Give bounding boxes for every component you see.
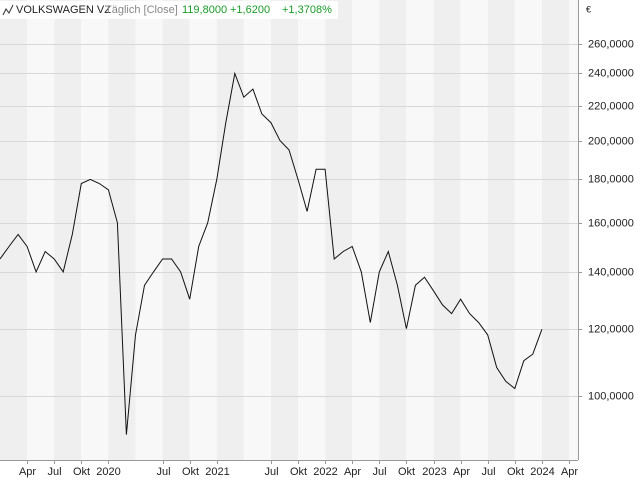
band: [541, 0, 569, 460]
band: [189, 0, 217, 460]
x-tick-label: Okt: [73, 466, 90, 478]
x-tick-label: Apr: [561, 466, 578, 478]
header-background: [0, 1, 338, 19]
x-tick-label: Jul: [481, 466, 495, 478]
grid: [0, 44, 578, 397]
y-tick-label: 140,0000: [588, 266, 634, 278]
band: [568, 0, 578, 460]
x-tick-label: Okt: [398, 466, 415, 478]
y-tick-label: 240,0000: [588, 67, 634, 79]
band: [108, 0, 136, 460]
chart-title: VOLKSWAGEN VZ: [16, 4, 111, 16]
x-tick-label: Jul: [372, 466, 386, 478]
band: [325, 0, 353, 460]
x-tick-label: Jul: [156, 466, 170, 478]
unit: €: [586, 4, 591, 14]
change-percent: +1,3708%: [282, 4, 332, 16]
band: [216, 0, 244, 460]
x-tick-label: Apr: [19, 466, 36, 478]
band: [379, 0, 407, 460]
y-tick-label: 220,0000: [588, 100, 634, 112]
x-tick-label: Okt: [507, 466, 524, 478]
band: [487, 0, 515, 460]
x-tick-label: Jul: [264, 466, 278, 478]
chart-subtitle: Täglich [Close]: [105, 4, 178, 16]
band: [352, 0, 380, 460]
x-tick-label: 2024: [530, 466, 554, 478]
band: [135, 0, 163, 460]
band: [27, 0, 55, 460]
x-tick-label: Okt: [182, 466, 199, 478]
background: [0, 0, 578, 460]
price-line: [0, 71, 543, 435]
x-tick-label: Jul: [47, 466, 61, 478]
band: [270, 0, 299, 460]
band: [514, 0, 542, 460]
band: [406, 0, 434, 460]
line-icon: [2, 4, 14, 16]
band: [243, 0, 271, 460]
band: [81, 0, 109, 460]
band: [162, 0, 190, 460]
x-tick-label: Apr: [453, 466, 470, 478]
y-tick-label: 260,0000: [588, 38, 634, 50]
change: +1,6200: [230, 4, 270, 16]
band: [433, 0, 461, 460]
x-tick-label: Okt: [290, 466, 307, 478]
last-value: 119,8000: [182, 4, 227, 16]
x-tick-label: 2023: [422, 466, 446, 478]
plot: [0, 71, 543, 435]
x-tick-label: 2021: [205, 466, 229, 478]
x-tick-label: Apr: [344, 466, 361, 478]
x-tick-label: 2022: [313, 466, 337, 478]
y-tick-label: 200,0000: [588, 135, 634, 147]
y-tick-label: 180,0000: [588, 173, 634, 185]
band: [298, 0, 326, 460]
y-tick-label: 100,0000: [588, 390, 634, 402]
x-tick-label: 2020: [96, 466, 120, 478]
band: [54, 0, 82, 460]
band: [460, 0, 488, 460]
y-tick-label: 120,0000: [588, 323, 634, 335]
y-tick-label: 160,0000: [588, 217, 634, 229]
band: [0, 0, 28, 460]
